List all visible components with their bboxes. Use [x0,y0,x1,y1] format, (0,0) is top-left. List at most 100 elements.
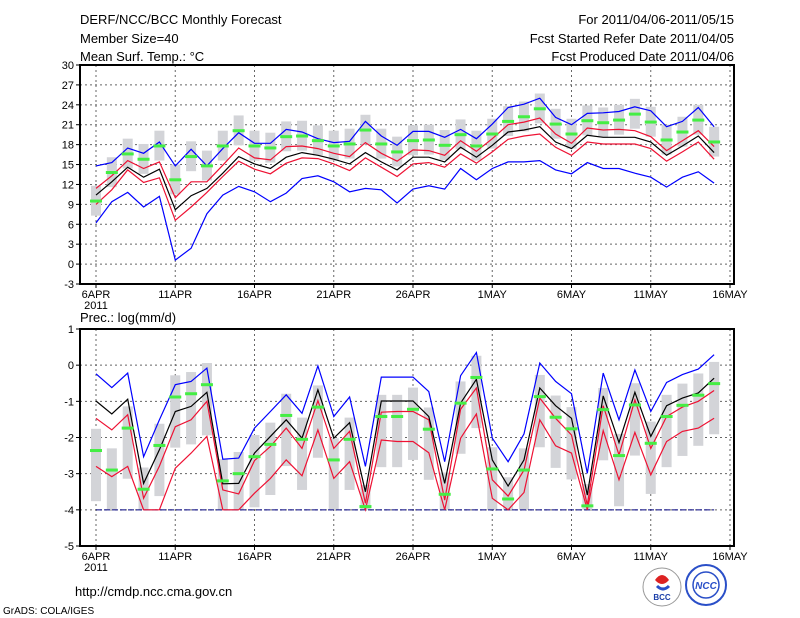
observed-marker [264,442,277,446]
x-tick-label: 1MAY [478,289,508,301]
ensemble-box [154,423,165,497]
observed-marker [343,437,356,441]
x-tick-label: 21APR [316,289,351,301]
observed-marker [502,119,515,123]
observed-marker [216,144,229,148]
observed-marker [169,395,182,399]
series-line-max [95,97,715,167]
observed-marker [375,415,388,419]
observed-marker [628,112,641,116]
observed-marker [407,139,419,143]
observed-marker [597,408,610,412]
y-tick-label: 30 [62,60,74,72]
observed-marker [708,140,721,144]
observed-marker [644,120,657,124]
observed-marker [327,144,340,148]
observed-marker [470,375,483,379]
observed-marker [407,407,419,411]
ensemble-box [550,395,561,468]
observed-marker [248,144,261,148]
ncc-logo-text: NCC [695,581,717,592]
ensemble-box [503,477,514,510]
observed-marker [200,383,213,387]
observed-marker [549,122,562,126]
x-tick-label: 11APR [158,551,192,563]
x-tick-label: 26APR [396,289,431,301]
series-line-mean [95,126,715,211]
chart-title: DERF/NCC/BCC Monthly Forecast [80,12,282,27]
ensemble-box [312,385,323,458]
observed-marker [613,454,626,458]
ensemble-box [455,381,466,454]
observed-marker [486,132,499,136]
observed-marker [90,449,102,453]
ncc-logo: NCC [685,564,727,606]
observed-marker [517,468,530,472]
observed-marker [137,157,150,161]
observed-marker [533,107,546,111]
x-tick-label: 11MAY [634,551,669,563]
observed-marker [280,413,293,417]
observed-marker [121,426,134,430]
grads-credit: GrADS: COLA/IGES [3,606,94,617]
observed-marker [628,403,641,407]
x-tick-label: 11MAY [634,289,669,301]
observed-marker [311,405,324,409]
observed-marker [470,144,483,148]
observed-marker [327,458,340,462]
observed-marker [232,129,245,133]
y-tick-label: -2 [64,433,74,445]
x-tick-label: 1MAY [478,551,508,563]
ensemble-box [201,362,212,436]
x-tick-label: 21APR [316,551,351,563]
observed-marker [676,130,689,134]
observed-marker [438,143,451,147]
footer-url: http://cmdp.ncc.cma.gov.cn [75,584,232,599]
observed-marker [153,443,166,447]
observed-marker [613,118,626,122]
observed-marker [137,487,150,491]
observed-marker [660,138,673,142]
ensemble-box [629,383,640,456]
observed-marker [692,393,705,397]
series-line-lower [95,412,715,513]
ensemble-box [582,484,593,510]
observed-marker [200,164,213,168]
observed-marker [708,382,721,386]
y-tick-label: 15 [62,160,74,172]
series-line-max [95,350,715,474]
ensemble-box [265,422,276,496]
observed-marker [581,504,594,508]
plot-frame [79,64,735,285]
ensemble-box [408,387,418,460]
observed-marker [311,139,324,143]
ensemble-box [392,394,403,468]
observed-marker [296,134,309,138]
ensemble-box [645,421,656,494]
x-tick-label: 26APR [396,551,431,563]
y-tick-label: -4 [64,505,74,517]
observed-marker [486,467,499,471]
y-tick-label: -3 [64,279,74,291]
y-tick-label: 1 [68,324,74,336]
ensemble-box [122,406,133,479]
observed-marker [105,171,118,175]
y-tick-label: 12 [62,179,74,191]
observed-marker [264,146,277,150]
observed-marker [533,395,546,399]
observed-marker [185,392,198,396]
ensemble-box [534,374,545,448]
ensemble-box [297,417,308,490]
x-tick-label: 16APR [237,289,272,301]
x-tick-label: 11APR [158,289,192,301]
ensemble-box [249,434,260,508]
observed-marker [121,152,134,156]
series-line-mean [95,377,715,496]
plot-frame [79,328,735,547]
ensemble-box [344,417,355,490]
x-tick-label: 16MAY [712,551,748,563]
observed-marker [454,133,467,137]
observed-marker [280,135,293,139]
ensemble-box [106,448,117,510]
observed-marker [597,121,610,125]
